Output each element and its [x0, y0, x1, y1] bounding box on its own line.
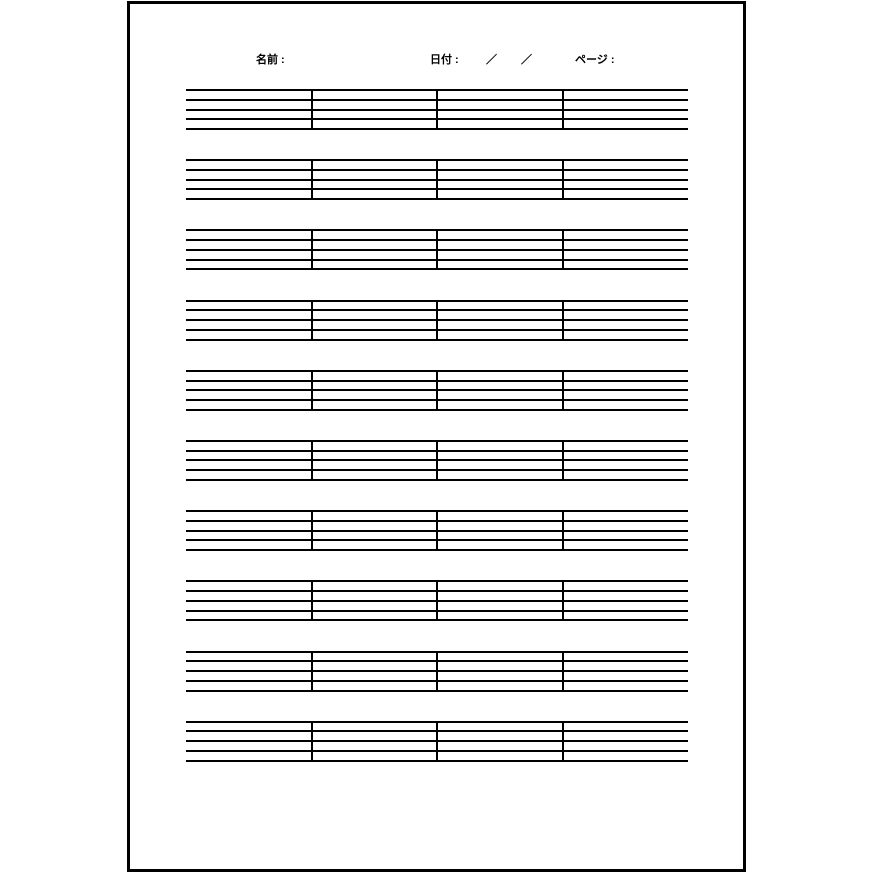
staff-system: [186, 510, 688, 552]
staff-system: [186, 720, 688, 762]
staff-system: [186, 580, 688, 622]
barline: [436, 510, 438, 552]
barline: [436, 299, 438, 341]
date-label: 日付 :: [430, 54, 459, 66]
barline: [436, 229, 438, 271]
date-slash-icon: ／: [521, 54, 532, 66]
barline: [436, 580, 438, 622]
barline: [561, 720, 564, 762]
barline: [310, 650, 313, 692]
staff-container: [186, 89, 688, 791]
staff-system: [186, 299, 688, 341]
barline: [561, 650, 564, 692]
barline: [561, 510, 564, 552]
barline: [436, 650, 438, 692]
barline: [561, 369, 564, 411]
barline: [436, 89, 438, 130]
staff-system: [186, 650, 688, 692]
barline: [436, 159, 438, 201]
barline: [310, 159, 313, 201]
barline: [310, 720, 313, 762]
barline: [436, 439, 438, 481]
barline: [310, 89, 313, 130]
barline: [310, 580, 313, 622]
staff-system: [186, 159, 688, 201]
staff-system: [186, 229, 688, 271]
staff-system: [186, 369, 688, 411]
barline: [310, 439, 313, 481]
staff-system: [186, 89, 688, 130]
barline: [561, 159, 564, 201]
barline: [436, 720, 438, 762]
barline: [561, 299, 564, 341]
page-label: ページ :: [575, 54, 615, 66]
name-label: 名前 :: [256, 54, 285, 66]
barline: [561, 580, 564, 622]
barline: [436, 369, 438, 411]
barline: [561, 89, 564, 130]
barline: [310, 369, 313, 411]
barline: [310, 299, 313, 341]
staff-system: [186, 439, 688, 481]
barline: [310, 229, 313, 271]
barline: [561, 439, 564, 481]
date-slash-icon: ／: [486, 54, 497, 66]
barline: [310, 510, 313, 552]
barline: [561, 229, 564, 271]
sheet-page: 名前 : 日付 : ／ ／ ページ :: [127, 1, 746, 872]
